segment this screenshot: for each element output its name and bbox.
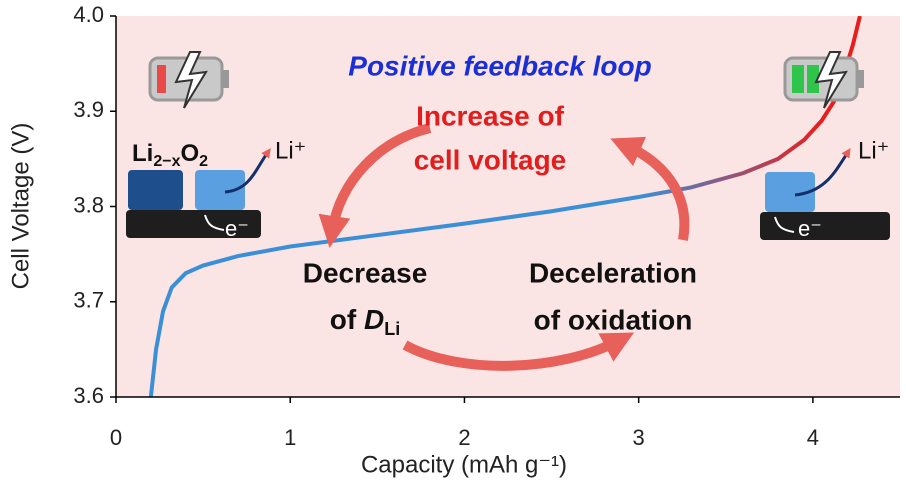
ion-label: Li⁺: [275, 137, 306, 164]
oxide-block: [195, 170, 245, 210]
annotation: of oxidation: [534, 304, 693, 335]
annotation: Decrease: [303, 257, 428, 288]
annotation: of DLi: [330, 304, 400, 338]
y-axis-label: Cell Voltage (V): [7, 123, 34, 290]
electrode: [760, 212, 890, 240]
annotation-part: O: [180, 140, 199, 167]
electron-arrow: [774, 216, 795, 233]
annotation: Deceleration: [529, 257, 697, 288]
oxide-label: Li2−xO2: [132, 140, 208, 170]
y-tick-label: 3.7: [73, 288, 104, 313]
low-battery-icon: [148, 51, 229, 109]
x-tick-label: 1: [284, 425, 296, 450]
x-tick-label: 2: [458, 425, 470, 450]
y-tick-label: 4.0: [73, 2, 104, 27]
annotation-part: Li: [132, 140, 153, 167]
annotation-part: 2: [199, 153, 208, 170]
electron-arrow: [204, 214, 225, 231]
x-tick-label: 3: [633, 425, 645, 450]
annotation-part: of: [330, 304, 364, 335]
electron-label: e⁻: [798, 216, 822, 241]
y-tick-label: 3.9: [73, 97, 104, 122]
y-tick-label: 3.6: [73, 383, 104, 408]
annotation-part: D: [364, 304, 384, 335]
y-tick-label: 3.8: [73, 192, 104, 217]
oxide-block: [128, 170, 183, 210]
loop-title: Positive feedback loop: [348, 50, 651, 81]
electron-label: e⁻: [225, 216, 249, 241]
x-tick-label: 4: [807, 425, 819, 450]
voltage-curve: [148, 16, 862, 397]
loop-arrows: [318, 123, 690, 371]
ion-arrow: [224, 148, 271, 194]
annotation: Increase of: [416, 100, 565, 131]
annotation-part: Li: [384, 319, 400, 339]
electrode: [126, 210, 261, 238]
ion-label: Li⁺: [858, 137, 889, 164]
ion-arrow: [794, 147, 851, 197]
full-battery-icon: [783, 51, 864, 109]
x-tick-label: 0: [110, 425, 122, 450]
x-axis-label: Capacity (mAh g⁻¹): [361, 451, 567, 478]
oxide-block: [765, 172, 815, 212]
annotation: cell voltage: [414, 144, 567, 175]
annotation-part: 2−x: [153, 153, 180, 170]
